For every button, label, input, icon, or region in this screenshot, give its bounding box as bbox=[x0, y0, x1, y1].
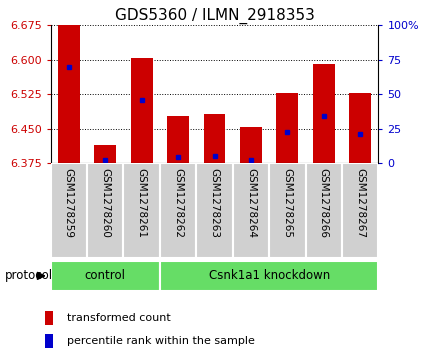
Bar bbox=[45, 334, 53, 348]
Bar bbox=[204, 114, 225, 163]
Bar bbox=[58, 25, 80, 163]
Text: GSM1278267: GSM1278267 bbox=[355, 168, 365, 238]
Text: GSM1278263: GSM1278263 bbox=[209, 168, 220, 238]
Bar bbox=[51, 261, 160, 290]
Text: GSM1278259: GSM1278259 bbox=[64, 168, 74, 238]
Bar bbox=[87, 163, 124, 258]
Bar bbox=[131, 58, 153, 163]
Bar bbox=[160, 163, 196, 258]
Title: GDS5360 / ILMN_2918353: GDS5360 / ILMN_2918353 bbox=[114, 8, 315, 24]
Text: GSM1278264: GSM1278264 bbox=[246, 168, 256, 238]
Bar bbox=[45, 311, 53, 325]
Bar bbox=[342, 163, 378, 258]
Bar bbox=[313, 65, 335, 163]
Bar bbox=[276, 93, 298, 163]
Bar bbox=[94, 145, 116, 163]
Bar bbox=[349, 93, 371, 163]
Text: GSM1278266: GSM1278266 bbox=[319, 168, 329, 238]
Bar bbox=[305, 163, 342, 258]
Text: control: control bbox=[85, 269, 126, 282]
Bar bbox=[240, 127, 262, 163]
Bar bbox=[233, 163, 269, 258]
Text: GSM1278260: GSM1278260 bbox=[100, 168, 110, 238]
Bar bbox=[196, 163, 233, 258]
Bar bbox=[269, 163, 305, 258]
Text: transformed count: transformed count bbox=[67, 313, 171, 323]
Text: percentile rank within the sample: percentile rank within the sample bbox=[67, 336, 255, 346]
Text: GSM1278261: GSM1278261 bbox=[137, 168, 147, 238]
Bar bbox=[124, 163, 160, 258]
Bar bbox=[167, 116, 189, 163]
Text: GSM1278262: GSM1278262 bbox=[173, 168, 183, 238]
Text: GSM1278265: GSM1278265 bbox=[282, 168, 292, 238]
Text: Csnk1a1 knockdown: Csnk1a1 knockdown bbox=[209, 269, 330, 282]
Text: protocol: protocol bbox=[4, 269, 52, 282]
Bar bbox=[51, 163, 87, 258]
Bar bbox=[160, 261, 378, 290]
